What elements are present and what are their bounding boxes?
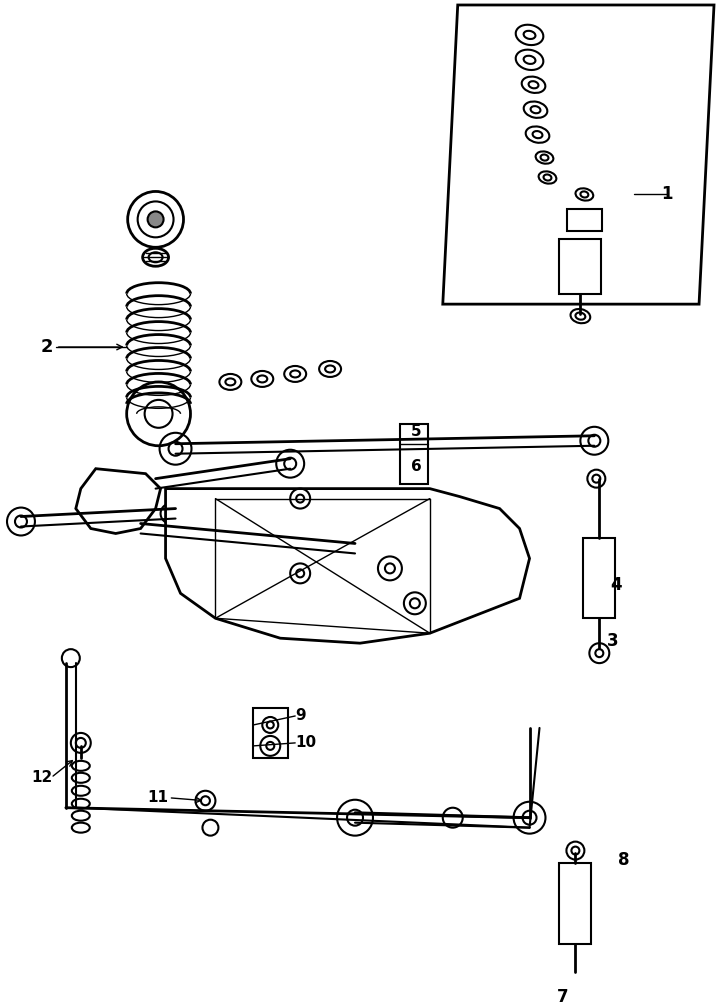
Bar — [253, 708, 288, 758]
Bar — [567, 210, 602, 232]
Text: 11: 11 — [148, 790, 169, 805]
Circle shape — [148, 212, 164, 228]
Text: 9: 9 — [295, 709, 306, 724]
Polygon shape — [76, 469, 161, 533]
Text: 10: 10 — [295, 736, 317, 750]
Bar — [559, 863, 591, 944]
Bar — [400, 423, 428, 484]
Text: 8: 8 — [618, 851, 630, 869]
Polygon shape — [165, 489, 529, 643]
Polygon shape — [443, 5, 714, 304]
Text: 6: 6 — [411, 460, 422, 474]
Text: 12: 12 — [31, 770, 52, 785]
Bar — [559, 239, 601, 294]
Text: 3: 3 — [606, 632, 618, 650]
Text: 1: 1 — [662, 185, 673, 204]
Text: 7: 7 — [557, 988, 569, 1006]
Text: 5: 5 — [411, 424, 422, 439]
Text: 2: 2 — [40, 338, 53, 356]
Bar — [583, 538, 615, 618]
Text: 4: 4 — [611, 577, 622, 595]
